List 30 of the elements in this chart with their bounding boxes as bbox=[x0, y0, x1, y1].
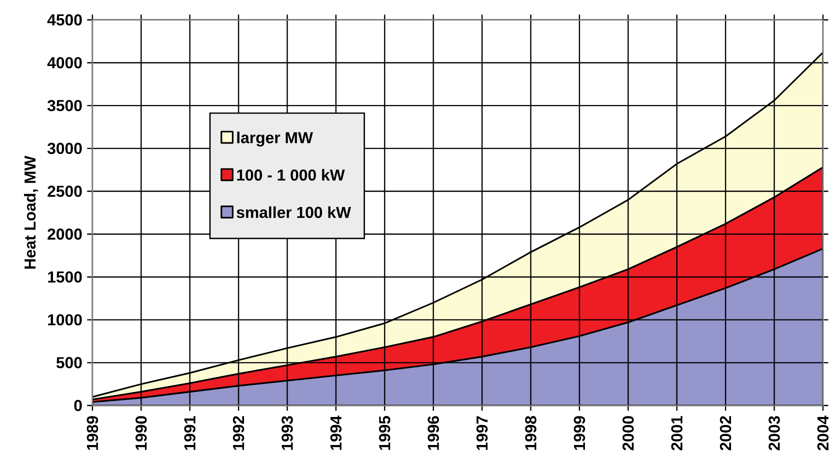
y-tick-label: 4500 bbox=[47, 14, 82, 26]
x-tick-label: 1996 bbox=[428, 416, 439, 450]
y-tick-label: 0 bbox=[74, 400, 82, 412]
x-tick-label: 1991 bbox=[184, 416, 196, 450]
x-tick-label: 2003 bbox=[768, 416, 780, 450]
x-tick-label: 2004 bbox=[817, 416, 829, 450]
y-tick-label: 3500 bbox=[47, 100, 82, 112]
x-tick-label: 1999 bbox=[574, 416, 586, 450]
x-tick-label: 2002 bbox=[720, 416, 732, 450]
y-tick-label: 2000 bbox=[48, 228, 82, 240]
y-axis-title: Heat Load, MW bbox=[24, 156, 38, 269]
x-tick-label: 1994 bbox=[330, 416, 342, 450]
x-tick-label: 1993 bbox=[282, 416, 293, 450]
x-tick-label: 1990 bbox=[136, 416, 147, 450]
x-tick-label: 1992 bbox=[232, 416, 244, 450]
y-tick-label: 2500 bbox=[48, 186, 82, 197]
x-tick-label: 1989 bbox=[86, 416, 98, 450]
x-tick-label: 2001 bbox=[671, 416, 682, 450]
x-tick-label: 1995 bbox=[379, 416, 390, 450]
y-tick-label: 1000 bbox=[48, 314, 82, 326]
legend-label: 100 - 1 000 kW bbox=[237, 168, 345, 181]
x-tick-label: 2000 bbox=[622, 416, 634, 450]
x-tick-label: 1997 bbox=[476, 416, 488, 450]
y-tick-label: 500 bbox=[56, 357, 82, 368]
x-tick-label: 1998 bbox=[525, 416, 536, 450]
legend-label: smaller 100 kW bbox=[236, 206, 352, 218]
y-tick-label: 3000 bbox=[47, 142, 82, 154]
y-tick-label: 4000 bbox=[47, 57, 82, 68]
y-tick-label: 1500 bbox=[48, 271, 82, 283]
legend-label: larger MW bbox=[237, 132, 313, 147]
